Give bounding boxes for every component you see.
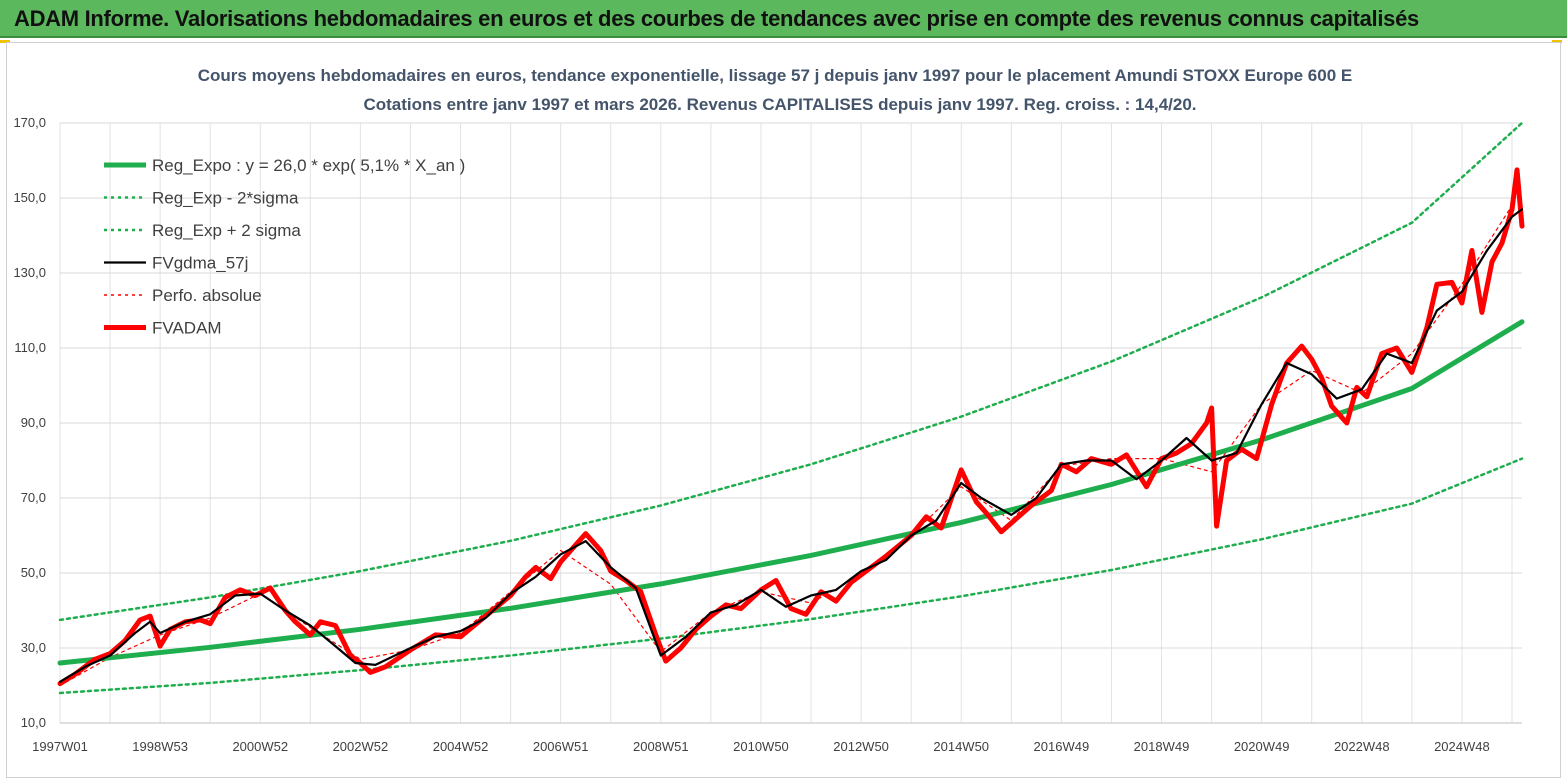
report-title: ADAM Informe. Valorisations hebdomadaire… [14,6,1419,31]
x-tick-label: 2016W49 [1034,739,1090,754]
legend-label: Reg_Expo : y = 26,0 * exp( 5,1% * X_an ) [152,156,465,175]
x-tick-label: 2000W52 [232,739,288,754]
x-tick-label: 2012W50 [833,739,889,754]
y-tick-label: 130,0 [13,265,46,280]
chart-title: Cours moyens hebdomadaires en euros, ten… [198,66,1352,85]
series-line-0 [57,319,1525,666]
x-tick-label: 2008W51 [633,739,689,754]
x-axis: 1997W01 1998W53 2000W52 2002W52 2004W52 2006W… [32,739,1490,754]
legend-label: FVADAM [152,319,222,338]
x-tick-label: 1998W53 [132,739,188,754]
chart-frame [6,42,1561,778]
y-tick-label: 30,0 [21,640,46,655]
corner-mark-right [1552,40,1562,43]
x-tick-label: 2002W52 [333,739,389,754]
series-lines [57,121,1525,695]
series-line-5 [57,167,1525,687]
y-tick-label: 110,0 [14,340,46,355]
corner-mark-left [0,40,10,43]
x-tick-label: 2018W49 [1134,739,1190,754]
series-line-1 [58,457,1524,695]
grid [59,122,1522,724]
legend-label: FVgdma_57j [152,254,248,273]
x-tick-label: 2006W51 [533,739,589,754]
x-tick-label: 2024W48 [1434,739,1490,754]
legend-label: Reg_Exp + 2 sigma [152,221,301,240]
chart-subtitle: Cotations entre janv 1997 et mars 2026. … [363,95,1196,114]
series-line-3 [58,208,1524,683]
x-tick-label: 2010W50 [733,739,789,754]
x-tick-label: 2014W50 [933,739,989,754]
x-tick-label: 2022W48 [1334,739,1390,754]
legend: Reg_Expo : y = 26,0 * exp( 5,1% * X_an )… [104,156,465,338]
legend-label: Reg_Exp - 2*sigma [152,189,299,208]
series-line-2 [58,121,1524,622]
y-tick-label: 170,0 [13,115,46,130]
legend-label: Perfo. absolue [152,286,262,305]
x-tick-label: 2020W49 [1234,739,1290,754]
y-tick-label: 90,0 [21,415,46,430]
y-tick-label: 50,0 [21,565,46,580]
y-tick-label: 10,0 [21,715,46,730]
report-banner: ADAM Informe. Valorisations hebdomadaire… [0,0,1567,38]
x-tick-label: 2004W52 [433,739,489,754]
y-axis: 10,0 30,0 50,0 70,0 90,0 110,0 130,0 150,0 170,0 [13,115,46,730]
series-line-4 [59,204,1513,687]
y-tick-label: 150,0 [13,190,46,205]
y-tick-label: 70,0 [21,490,46,505]
x-tick-label: 1997W01 [32,739,88,754]
